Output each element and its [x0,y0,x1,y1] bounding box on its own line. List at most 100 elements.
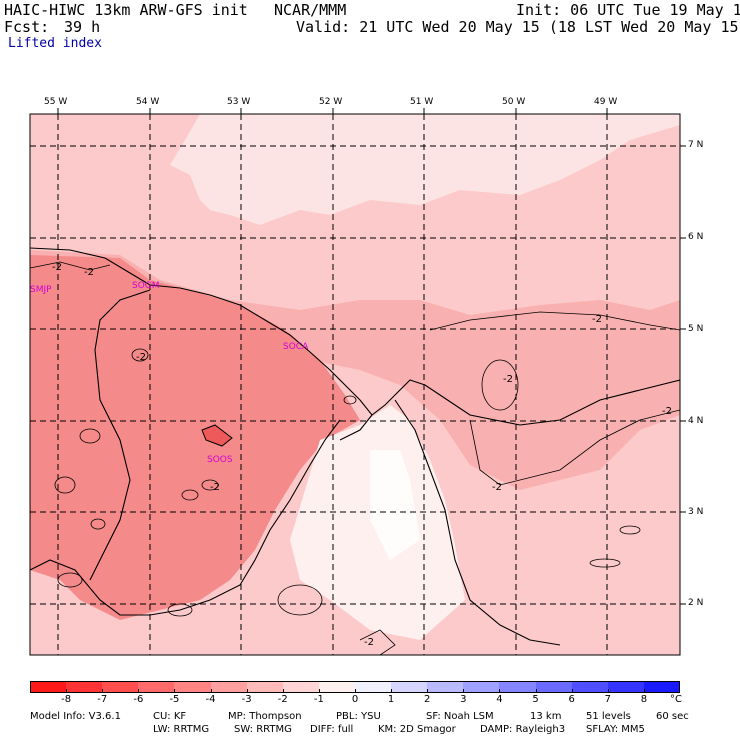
colorbar-tick-label: -2 [277,694,288,705]
model-info-lw: LW: RRTMG [153,724,210,735]
border-french-guiana-brazil [394,399,561,646]
model-info-resolution: 13 km [530,711,562,722]
colorbar-tick-label: 2 [424,694,431,705]
map-frame [29,113,681,656]
contour-label: -2 [210,482,220,493]
station-label-soos: SOOS [207,455,233,465]
valid-time: Valid: 21 UTC Wed 20 May 15 (18 LST Wed … [296,18,740,36]
contour-label: -2 [492,482,502,493]
colorbar-tick-mark [102,689,104,693]
contour-label: -2 [503,374,513,385]
white-patch [370,450,420,560]
colorbar-cell [571,681,609,693]
model-info-sflay: SFLAY: MM5 [586,724,645,735]
field-name: Lifted index [8,36,102,51]
title-left: HAIC-HIWC 13km ARW-GFS init [4,1,248,19]
model-info-km: KM: 2D Smagor [378,724,456,735]
lat-label-3n: 3 N [688,507,704,517]
lat-label-2n: 2 N [688,598,704,608]
contour-loop-11 [201,479,219,491]
colorbar-tick-mark [210,689,212,693]
colorbar-cell [174,681,212,693]
model-info-pbl: PBL: YSU [336,711,381,722]
lon-label-54w: 54 W [136,97,160,107]
colorbar-tick-mark [66,689,68,693]
init-time: Init: 06 UTC Tue 19 May 15 [516,1,740,19]
colorbar-tick-mark [427,689,429,693]
pale-region-north [170,114,680,225]
model-info-timestep: 60 sec [656,711,689,722]
contour-loop-9 [277,584,323,616]
colorbar-tick-mark [391,689,393,693]
contour-label: -2 [52,262,62,273]
colorbar-tick-label: -4 [205,694,216,705]
colorbar-cell [318,681,356,693]
colorbar-tick-mark [138,689,140,693]
station-label-smjp: SMJP [30,285,52,295]
border-guyana-suriname [89,289,151,581]
colorbar-tick-label: 1 [387,694,395,705]
colorbar-cell [282,681,320,693]
model-info-mp: MP: Thompson [228,711,302,722]
contour-label: -2 [136,352,146,363]
colorbar-cell [607,681,645,693]
model-info-levels: 51 levels [586,711,631,722]
coastline [30,247,680,426]
colorbar-tick-label: 0 [351,694,359,705]
contour-loop-7 [589,558,621,568]
lat-label-7n: 7 N [688,140,704,150]
colorbar-cell [427,681,464,693]
contour-label: -2 [84,267,94,278]
colorbar-tick-mark [246,689,248,693]
colorbar-tick-mark [174,689,176,693]
lon-label-52w: 52 W [319,97,343,107]
lat-label-4n: 4 N [688,416,704,426]
contour-loop-2 [79,428,101,444]
colorbar-cell [30,681,67,693]
colorbar-unit: °C [670,694,682,705]
model-info-damp: DAMP: Rayleigh3 [480,724,566,735]
contour-label: -2 [662,406,672,417]
contour-line-4 [359,629,396,655]
contour-loop-1 [481,359,519,411]
land-fill-dark [30,255,360,620]
lon-label-53w: 53 W [227,97,251,107]
contour-line-3 [30,261,111,271]
lon-label-55w: 55 W [44,97,68,107]
colorbar-tick-label: 8 [640,694,648,705]
contour-loop-6 [619,525,641,535]
fcst-label: Fcst: [4,18,50,36]
lat-label-5n: 5 N [688,324,704,334]
border-suriname-brazil [30,419,341,616]
colorbar-tick-label: -3 [241,694,252,705]
contour-label: -2 [592,314,602,325]
colorbar-tick-mark [571,689,573,693]
colorbar-tick-mark [535,689,537,693]
colorbar-tick-mark [318,689,320,693]
contour-loop-10 [181,489,199,501]
contour-loop-4 [90,518,106,530]
colorbar-tick-mark [355,689,356,693]
contour-line-2 [469,409,680,486]
model-info-version: Model Info: V3.6.1 [30,711,121,722]
dark-blob [201,424,233,447]
river-oyapock [339,414,373,441]
contour-label: -2 [364,637,374,648]
contour-loop-5 [131,348,149,362]
colorbar-tick-mark [607,689,609,693]
title-center: NCAR/MMM [274,1,347,19]
colorbar-tick-label: -7 [97,694,108,705]
colorbar-tick-label: -5 [169,694,180,705]
colorbar-tick-label: 4 [496,694,503,705]
contour-loop-3 [54,476,76,494]
fcst-value: 39 h [64,18,101,36]
colorbar-tick-label: 6 [568,694,575,705]
colorbar-cell [210,681,248,693]
colorbar-tick-mark [499,689,501,693]
colorbar-cell [535,681,573,693]
lon-label-50w: 50 W [502,97,526,107]
lon-label-49w: 49 W [594,97,618,107]
colorbar-tick-label: -8 [61,694,72,705]
lon-label-51w: 51 W [410,97,434,107]
